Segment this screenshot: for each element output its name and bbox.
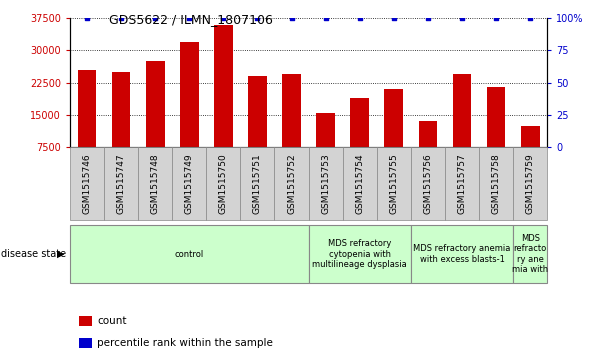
Point — [150, 15, 160, 21]
Text: GSM1515749: GSM1515749 — [185, 153, 194, 214]
FancyBboxPatch shape — [479, 147, 513, 220]
Point — [355, 15, 365, 21]
Text: GSM1515754: GSM1515754 — [355, 153, 364, 214]
Text: GSM1515746: GSM1515746 — [83, 153, 91, 214]
Point — [286, 15, 296, 21]
Bar — [248, 76, 267, 179]
Text: MDS refractory
cytopenia with
multilineage dysplasia: MDS refractory cytopenia with multilinea… — [313, 239, 407, 269]
Text: percentile rank within the sample: percentile rank within the sample — [97, 338, 273, 348]
FancyBboxPatch shape — [513, 225, 547, 283]
Text: GSM1515755: GSM1515755 — [389, 153, 398, 214]
Text: disease state: disease state — [1, 249, 66, 259]
Text: count: count — [97, 316, 127, 326]
Point — [184, 15, 194, 21]
Point — [457, 15, 467, 21]
Bar — [180, 42, 199, 179]
Text: GSM1515756: GSM1515756 — [423, 153, 432, 214]
FancyBboxPatch shape — [172, 147, 206, 220]
Point — [252, 15, 262, 21]
Bar — [214, 25, 233, 179]
FancyBboxPatch shape — [411, 225, 513, 283]
FancyBboxPatch shape — [240, 147, 274, 220]
Text: ▶: ▶ — [57, 249, 64, 259]
Bar — [452, 74, 471, 179]
Point — [116, 15, 126, 21]
Text: GSM1515757: GSM1515757 — [457, 153, 466, 214]
Text: GSM1515748: GSM1515748 — [151, 153, 160, 214]
Point — [389, 15, 399, 21]
Bar — [78, 70, 96, 179]
Text: MDS
refracto
ry ane
mia with: MDS refracto ry ane mia with — [512, 234, 548, 274]
Text: control: control — [174, 250, 204, 258]
Bar — [350, 98, 369, 179]
FancyBboxPatch shape — [104, 147, 138, 220]
FancyBboxPatch shape — [445, 147, 479, 220]
Text: GSM1515759: GSM1515759 — [526, 153, 534, 214]
Bar — [316, 113, 335, 179]
FancyBboxPatch shape — [411, 147, 445, 220]
Bar — [146, 61, 165, 179]
FancyBboxPatch shape — [308, 147, 343, 220]
Bar — [384, 89, 403, 179]
FancyBboxPatch shape — [377, 147, 411, 220]
Text: GSM1515747: GSM1515747 — [117, 153, 126, 214]
Bar — [112, 72, 131, 179]
Bar — [521, 126, 539, 179]
Point — [321, 15, 331, 21]
FancyBboxPatch shape — [274, 147, 308, 220]
Point — [423, 15, 433, 21]
Text: GSM1515752: GSM1515752 — [287, 153, 296, 214]
Text: GDS5622 / ILMN_1807106: GDS5622 / ILMN_1807106 — [109, 13, 274, 26]
FancyBboxPatch shape — [513, 147, 547, 220]
Text: MDS refractory anemia
with excess blasts-1: MDS refractory anemia with excess blasts… — [413, 244, 511, 264]
FancyBboxPatch shape — [70, 147, 104, 220]
Bar — [486, 87, 505, 179]
FancyBboxPatch shape — [138, 147, 172, 220]
Point — [525, 15, 535, 21]
FancyBboxPatch shape — [308, 225, 411, 283]
Text: GSM1515753: GSM1515753 — [321, 153, 330, 214]
FancyBboxPatch shape — [206, 147, 240, 220]
Point — [218, 15, 228, 21]
FancyBboxPatch shape — [70, 225, 308, 283]
Text: GSM1515750: GSM1515750 — [219, 153, 228, 214]
Text: GSM1515751: GSM1515751 — [253, 153, 262, 214]
Point — [82, 15, 92, 21]
Bar — [418, 121, 437, 179]
Point — [491, 15, 501, 21]
FancyBboxPatch shape — [343, 147, 377, 220]
Text: GSM1515758: GSM1515758 — [491, 153, 500, 214]
Bar — [282, 74, 301, 179]
